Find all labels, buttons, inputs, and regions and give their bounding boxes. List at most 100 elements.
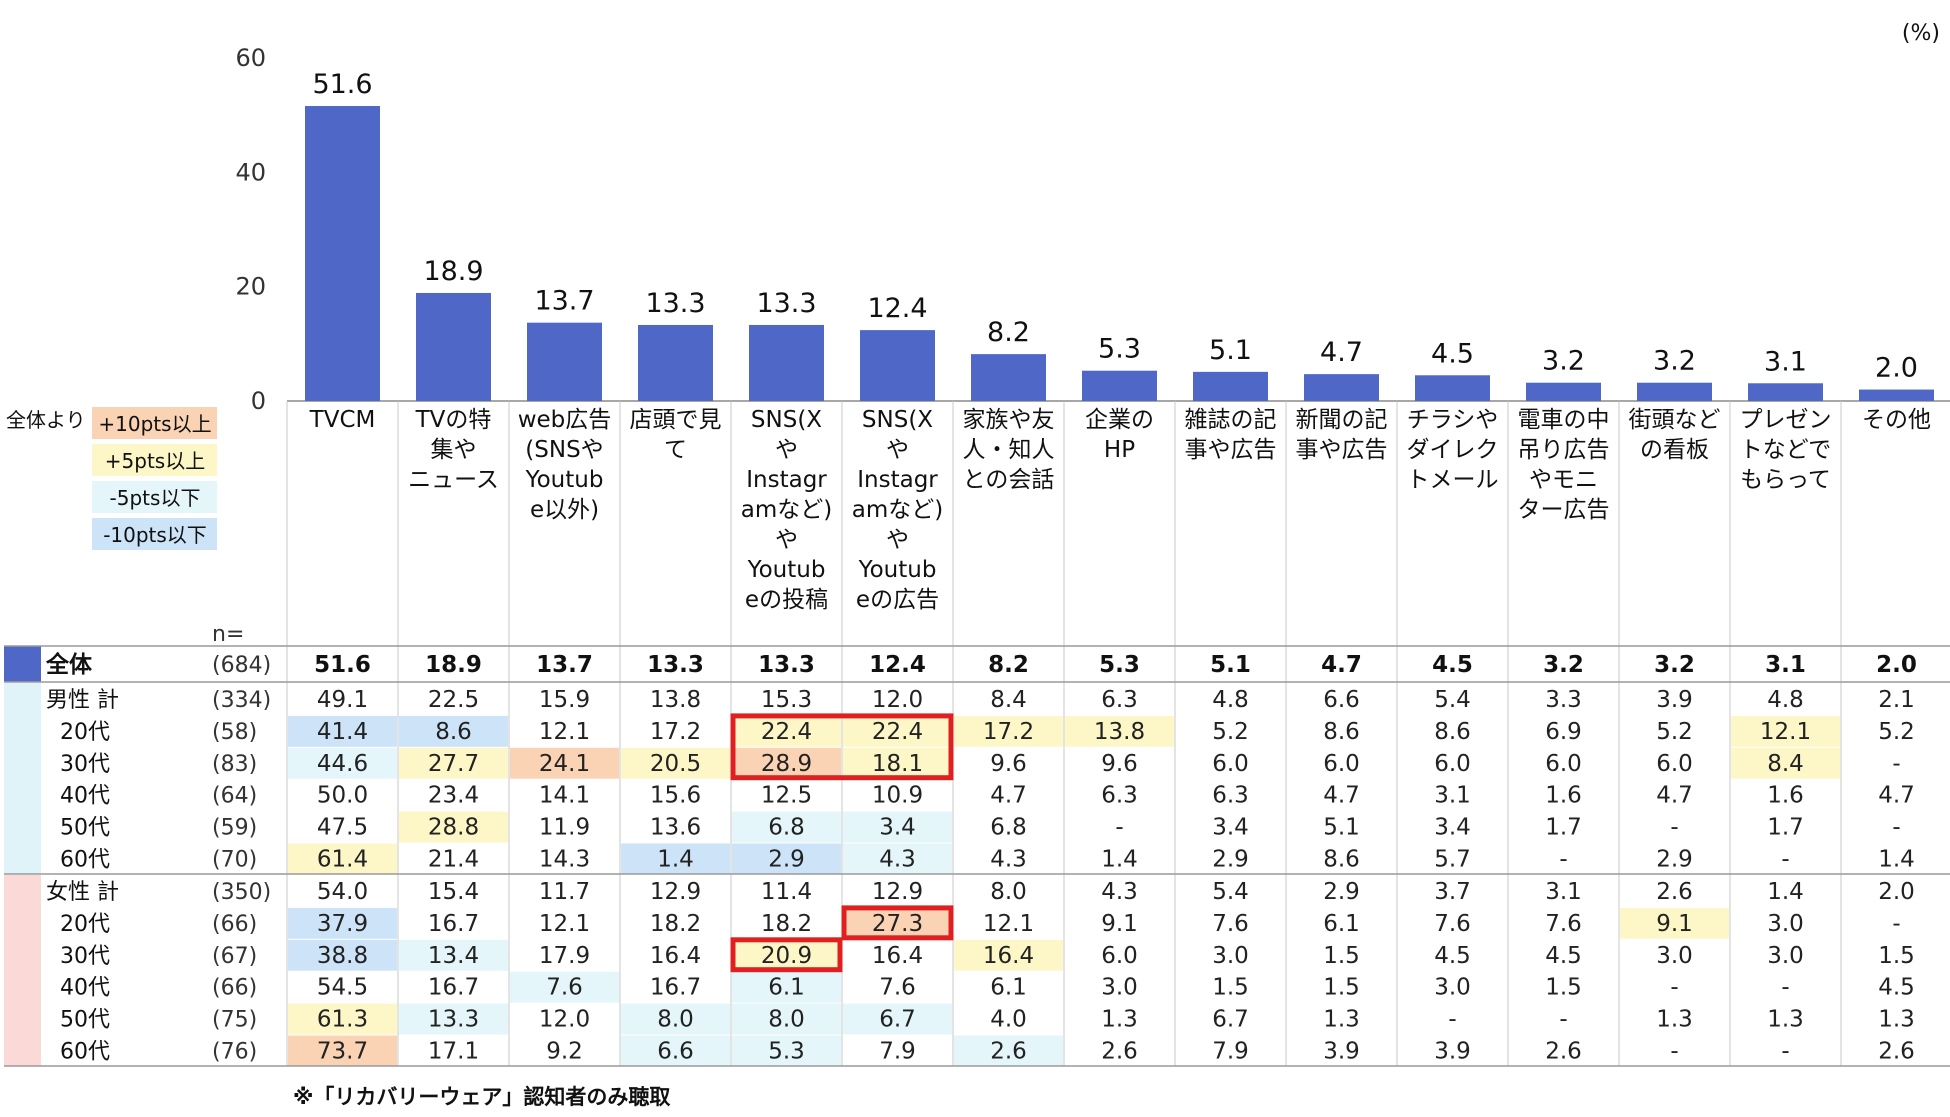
table-cell: 61.3 bbox=[317, 1007, 368, 1033]
row-label: 30代 bbox=[60, 752, 110, 777]
bar-value-label: 12.4 bbox=[867, 293, 927, 324]
table-cell: 13.7 bbox=[536, 652, 593, 678]
table-cell: - bbox=[1448, 1007, 1456, 1033]
row-n: (75) bbox=[212, 1008, 257, 1033]
bar-value-label: 13.7 bbox=[534, 286, 594, 317]
cell-shade bbox=[510, 971, 619, 1003]
table-cell: 5.1 bbox=[1210, 652, 1251, 678]
table-cell: 1.4 bbox=[1878, 846, 1915, 872]
table-cell: 5.3 bbox=[1099, 652, 1140, 678]
bar bbox=[1748, 383, 1823, 401]
table-cell: 2.9 bbox=[1323, 879, 1360, 905]
table-cell: 15.3 bbox=[761, 687, 812, 713]
table-cell: 18.1 bbox=[872, 751, 923, 777]
cell-shade bbox=[732, 1003, 841, 1035]
legend-item-label: -10pts以下 bbox=[103, 523, 207, 547]
cell-shade bbox=[399, 939, 508, 971]
category-label: 街頭などの看板 bbox=[1629, 407, 1721, 463]
table-cell: 7.6 bbox=[1434, 911, 1471, 937]
row-n: (64) bbox=[212, 784, 257, 809]
legend-swatch bbox=[92, 407, 217, 439]
table-cell: 12.1 bbox=[539, 719, 590, 745]
cell-shade bbox=[732, 747, 841, 779]
cell-shade bbox=[843, 1003, 952, 1035]
table-cell: 1.7 bbox=[1767, 815, 1804, 841]
table-cell: 9.6 bbox=[1101, 751, 1138, 777]
table-cell: 11.7 bbox=[539, 879, 590, 905]
legend-swatch bbox=[92, 444, 217, 476]
cell-shade bbox=[288, 715, 397, 747]
category-label: 電車の中吊り広告やモニター広告 bbox=[1518, 407, 1610, 523]
row-n: (684) bbox=[212, 653, 271, 678]
table-cell: 49.1 bbox=[317, 687, 368, 713]
table-cell: 12.5 bbox=[761, 783, 812, 809]
table-cell: 9.1 bbox=[1101, 911, 1138, 937]
table-cell: 22.4 bbox=[761, 719, 812, 745]
category-label: 企業の HP bbox=[1085, 407, 1154, 463]
bar bbox=[1526, 382, 1601, 401]
table-cell: - bbox=[1781, 975, 1789, 1001]
table-cell: 4.5 bbox=[1878, 975, 1915, 1001]
table-cell: 1.6 bbox=[1545, 783, 1582, 809]
table-cell: 12.9 bbox=[872, 879, 923, 905]
cell-shade bbox=[843, 747, 952, 779]
legend-swatch bbox=[92, 518, 217, 550]
y-tick-label: 0 bbox=[251, 387, 266, 415]
table-cell: 6.6 bbox=[1323, 687, 1360, 713]
cell-shade bbox=[732, 971, 841, 1003]
cell-shade bbox=[288, 939, 397, 971]
table-cell: 22.4 bbox=[872, 719, 923, 745]
table-cell: 3.7 bbox=[1434, 879, 1471, 905]
table-cell: 24.1 bbox=[539, 751, 590, 777]
row-n: (350) bbox=[212, 880, 271, 905]
table-cell: 1.4 bbox=[1767, 879, 1804, 905]
table-cell: 2.6 bbox=[1101, 1038, 1138, 1064]
legend-item-label: +10pts以上 bbox=[98, 412, 211, 436]
table-cell: 4.3 bbox=[879, 846, 916, 872]
cell-shade bbox=[399, 811, 508, 843]
cell-shade bbox=[1731, 715, 1840, 747]
table-cell: 18.9 bbox=[425, 652, 482, 678]
table-cell: 6.8 bbox=[990, 815, 1027, 841]
row-n: (67) bbox=[212, 944, 257, 969]
category-label: その他 bbox=[1862, 407, 1931, 433]
table-cell: 7.6 bbox=[546, 975, 583, 1001]
table-cell: 2.9 bbox=[768, 846, 805, 872]
table-cell: 21.4 bbox=[428, 846, 479, 872]
table-cell: 4.7 bbox=[990, 783, 1027, 809]
bar-value-label: 5.1 bbox=[1209, 335, 1252, 366]
table-cell: 12.1 bbox=[983, 911, 1034, 937]
cell-shade bbox=[1731, 747, 1840, 779]
table-cell: 7.9 bbox=[879, 1038, 916, 1064]
cell-shade bbox=[732, 715, 841, 747]
cell-shade bbox=[732, 939, 841, 971]
row-n: (76) bbox=[212, 1039, 257, 1064]
table-cell: 5.2 bbox=[1212, 719, 1249, 745]
cell-shade bbox=[843, 843, 952, 875]
table-cell: 2.9 bbox=[1212, 846, 1249, 872]
y-tick-label: 20 bbox=[235, 273, 266, 301]
bar-value-label: 3.2 bbox=[1542, 346, 1585, 377]
table-cell: 4.7 bbox=[1323, 783, 1360, 809]
row-label: 60代 bbox=[60, 847, 110, 872]
table-cell: 3.2 bbox=[1654, 652, 1695, 678]
footnote: ※「リカバリーウェア」認知者のみ聴取 bbox=[293, 1085, 670, 1109]
table-cell: 15.6 bbox=[650, 783, 701, 809]
table-cell: 8.6 bbox=[435, 719, 472, 745]
bars bbox=[305, 106, 1934, 402]
table-cell: - bbox=[1115, 815, 1123, 841]
table-cell: 54.0 bbox=[317, 879, 368, 905]
table-cell: 2.1 bbox=[1878, 687, 1915, 713]
bar bbox=[638, 324, 713, 401]
table-cell: 4.5 bbox=[1545, 943, 1582, 969]
table-cell: 3.0 bbox=[1767, 911, 1804, 937]
cell-shade bbox=[954, 939, 1063, 971]
table-cell: 5.1 bbox=[1323, 815, 1360, 841]
table-cell: 4.8 bbox=[1767, 687, 1804, 713]
table-cell: 6.0 bbox=[1101, 943, 1138, 969]
bar bbox=[1637, 382, 1712, 401]
table-cell: 3.9 bbox=[1656, 687, 1693, 713]
table-cell: 14.1 bbox=[539, 783, 590, 809]
table-cell: 4.5 bbox=[1434, 943, 1471, 969]
table-cell: 1.5 bbox=[1878, 943, 1915, 969]
